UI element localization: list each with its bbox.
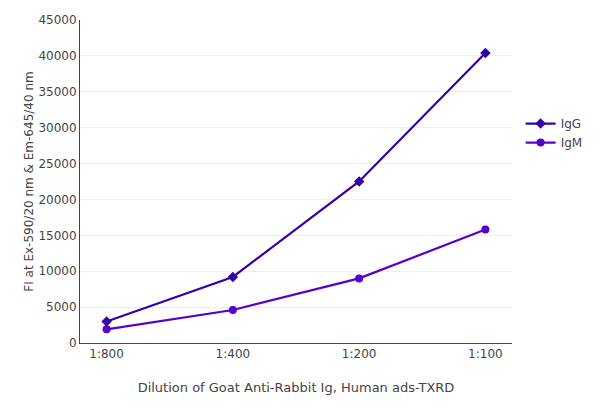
svg-text:FI at Ex-590/20 nm & Em-645/40: FI at Ex-590/20 nm & Em-645/40 nm [22,71,36,291]
svg-text:0: 0 [69,336,77,350]
svg-text:IgM: IgM [561,136,583,150]
svg-text:1:800: 1:800 [89,347,124,361]
svg-text:30000: 30000 [38,121,76,135]
svg-text:45000: 45000 [38,13,76,27]
svg-text:10000: 10000 [38,264,76,278]
svg-text:25000: 25000 [38,157,76,171]
svg-text:Dilution of Goat Anti-Rabbit I: Dilution of Goat Anti-Rabbit Ig, Human a… [138,380,455,395]
svg-text:IgG: IgG [561,117,581,131]
svg-text:15000: 15000 [38,229,76,243]
svg-text:1:400: 1:400 [216,347,251,361]
svg-text:35000: 35000 [38,85,76,99]
svg-text:1:200: 1:200 [342,347,377,361]
svg-text:5000: 5000 [46,300,77,314]
svg-text:40000: 40000 [38,49,76,63]
svg-text:20000: 20000 [38,193,76,207]
svg-text:1:100: 1:100 [468,347,503,361]
